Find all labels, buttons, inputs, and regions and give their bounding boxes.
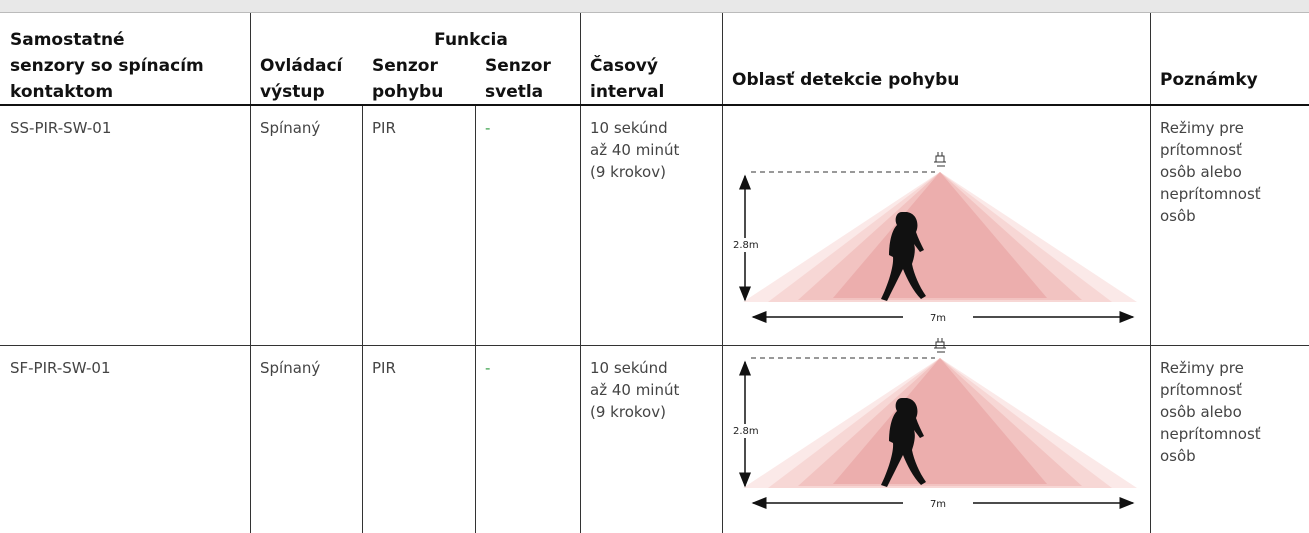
cell: PIR <box>372 117 396 139</box>
cell: PIR <box>372 357 396 379</box>
column-rule <box>362 106 363 533</box>
text-line: Senzor <box>372 56 438 76</box>
text-line: Oblasť detekcie pohybu <box>732 70 960 90</box>
text-line: Spínaný <box>260 119 321 137</box>
text-line: Samostatné <box>10 30 125 50</box>
height-label: 2.8m <box>733 426 759 437</box>
text-line: PIR <box>372 359 396 377</box>
cell: 10 sekúnd až 40 minút (9 krokov) <box>590 357 679 423</box>
text-line: neprítomnosť <box>1160 185 1261 203</box>
text-line: osôb <box>1160 447 1196 465</box>
height-label: 2.8m <box>733 240 759 251</box>
text-line: Časový <box>590 56 658 76</box>
width-label: 7m <box>930 313 946 324</box>
text-line: 10 sekúnd <box>590 359 668 377</box>
column-rule <box>250 13 251 104</box>
group-header: Funkcia <box>434 30 508 50</box>
text-line: - <box>485 359 491 377</box>
top-bar <box>0 0 1309 13</box>
text-line: Spínaný <box>260 359 321 377</box>
column-rule <box>250 106 251 533</box>
column-header: Časový interval <box>590 53 664 105</box>
header-rule <box>0 104 1309 106</box>
notes: Režimy pre prítomnosť osôb alebo neprítomno… <box>1160 117 1261 227</box>
cell: - <box>485 117 490 139</box>
detection-diagram: 2.8m 7m <box>733 338 1137 510</box>
column-rule <box>722 13 723 104</box>
text-line: (9 krokov) <box>590 163 666 181</box>
column-header: Poznámky <box>1160 67 1258 93</box>
column-rule <box>722 106 723 533</box>
cell: - <box>485 357 490 379</box>
text-line: SF-PIR-SW-01 <box>10 359 111 377</box>
text-line: prítomnosť <box>1160 381 1242 399</box>
column-header: Senzor svetla <box>485 53 551 105</box>
width-label: 7m <box>930 499 946 510</box>
text-line: osôb alebo <box>1160 403 1242 421</box>
text-line: senzory so spínacím <box>10 56 204 76</box>
notes: Režimy pre prítomnosť osôb alebo neprítomno… <box>1160 357 1261 467</box>
text-line: Ovládací <box>260 56 343 76</box>
cell: 10 sekúnd až 40 minút (9 krokov) <box>590 117 679 183</box>
text-line: 10 sekúnd <box>590 119 668 137</box>
text-line: (9 krokov) <box>590 403 666 421</box>
text-line: Režimy pre <box>1160 359 1244 377</box>
column-rule <box>1150 13 1151 104</box>
text-line: prítomnosť <box>1160 141 1242 159</box>
column-header: Samostatné senzory so spínacím kontaktom <box>10 27 204 105</box>
column-rule <box>580 13 581 104</box>
text-line: Poznámky <box>1160 70 1258 90</box>
column-rule <box>475 106 476 533</box>
cell: SS-PIR-SW-01 <box>10 117 111 139</box>
text-line: Senzor <box>485 56 551 76</box>
cell: Spínaný <box>260 357 320 379</box>
row-rule <box>0 345 1309 346</box>
text-line: neprítomnosť <box>1160 425 1261 443</box>
column-header: Oblasť detekcie pohybu <box>732 67 959 93</box>
text-line: interval <box>590 82 665 102</box>
text-line: výstup <box>260 82 325 102</box>
text-line: - <box>485 119 491 137</box>
text-line: až 40 minút <box>590 381 680 399</box>
column-header: Senzor pohybu <box>372 53 443 105</box>
text-line: kontaktom <box>10 82 114 102</box>
text-line: až 40 minút <box>590 141 680 159</box>
text-line: SS-PIR-SW-01 <box>10 119 112 137</box>
column-header: Ovládací výstup <box>260 53 342 105</box>
column-rule <box>1150 106 1151 533</box>
cell: Spínaný <box>260 117 320 139</box>
text-line: osôb alebo <box>1160 163 1242 181</box>
text-line: osôb <box>1160 207 1196 225</box>
column-rule <box>580 106 581 533</box>
text-line: svetla <box>485 82 544 102</box>
text-line: pohybu <box>372 82 444 102</box>
detection-diagram: 2.8m 7m <box>733 152 1137 324</box>
text-line: Režimy pre <box>1160 119 1244 137</box>
cell: SF-PIR-SW-01 <box>10 357 111 379</box>
text-line: PIR <box>372 119 396 137</box>
